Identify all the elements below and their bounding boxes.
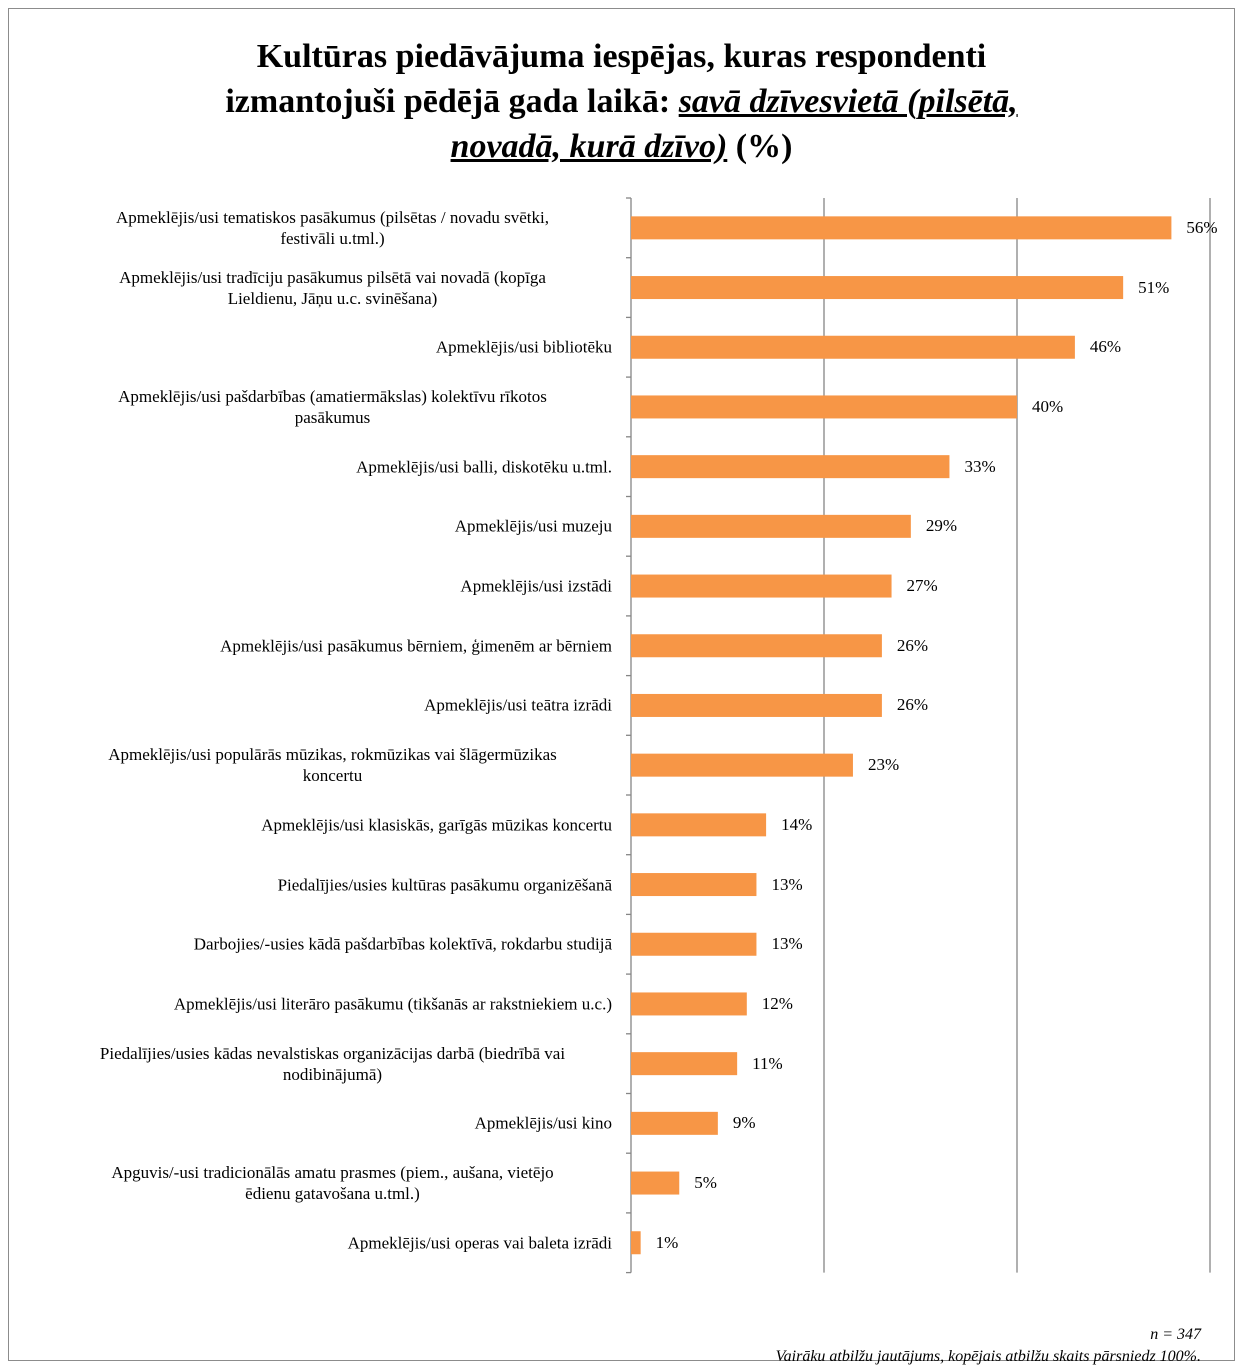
bar-value-label: 13% [771,874,803,894]
category-label: Apmeklējis/usi kino [30,1113,612,1134]
bar [631,276,1124,300]
title-line-3-plain: (%) [727,128,793,165]
bar [631,335,1075,359]
category-label-line: Apmeklējis/usi bibliotēku [435,337,612,357]
category-label-line: Apmeklējis/usi izstādi [460,576,612,596]
category-label: Apmeklējis/usi bibliotēku [30,337,612,358]
category-label: Darbojies/-usies kādā pašdarbības kolekt… [30,934,612,955]
title-line-3-emphasis: novadā, kurā dzīvo) [450,128,728,165]
category-label: Apmeklējis/usi teātra izrādi [30,695,612,716]
bar [631,1052,738,1076]
bar-value-label: 23% [867,755,900,775]
category-label: Apmeklējis/usi muzeju [30,516,612,537]
bar-value-label: 9% [732,1113,756,1133]
category-label: Piedalījies/usies kādas nevalstiskas org… [30,1043,635,1085]
category-label: Apmeklējis/usi klasiskās, garīgās mūzika… [30,814,612,835]
sample-size-note: n = 347 [1150,1326,1201,1343]
bar [631,813,767,837]
bar-value-label: 12% [761,993,793,1013]
bar [631,1111,718,1135]
bar-value-label: 51% [1138,277,1170,297]
bar [631,514,911,538]
category-label: Apmeklējis/usi balli, diskotēku u.tml. [30,456,612,477]
bar [631,932,757,956]
bar-value-label: 46% [1089,337,1122,357]
category-label-line: ēdienu gatavošana u.tml.) [245,1184,420,1204]
category-label-line: Apmeklējis/usi tematiskos pasākumus (pil… [116,207,549,227]
bar [631,1171,680,1195]
bar-value-label: 13% [771,934,803,954]
title-line-2-plain: izmantojuši pēdējā gada laikā: [225,83,679,120]
category-label: Apguvis/-usi tradicionālās amatu prasmes… [30,1162,635,1204]
category-label: Apmeklējis/usi pašdarbības (amatiermāksl… [30,386,635,428]
title-line-3: novadā, kurā dzīvo) (%) [0,124,1243,169]
category-label-line: Apmeklējis/usi pašdarbības (amatiermāksl… [118,386,547,406]
category-label-line: Apmeklējis/usi teātra izrādi [424,695,612,715]
bar [631,753,853,777]
bar [631,574,892,598]
title-line-1: Kultūras piedāvājuma iespējas, kuras res… [256,38,987,75]
category-label-line: Darbojies/-usies kādā pašdarbības kolekt… [193,934,612,954]
category-label-line: Apmeklējis/usi klasiskās, garīgās mūzika… [261,815,612,835]
bar [631,992,747,1016]
bar [631,693,882,717]
chart-title: Kultūras piedāvājuma iespējas, kuras res… [0,34,1243,169]
bar [631,1231,641,1255]
category-label-line: Apguvis/-usi tradicionālās amatu prasmes… [111,1163,554,1183]
category-label: Apmeklējis/usi operas vai baleta izrādi [30,1232,612,1253]
category-label-line: Apmeklējis/usi kino [474,1113,612,1133]
category-label-line: Piedalījies/usies kultūras pasākumu orga… [277,875,612,895]
category-label-line: koncertu [302,766,363,786]
category-label-line: Lieldienu, Jāņu u.c. svinēšana) [227,288,438,308]
category-label: Apmeklējis/usi tematiskos pasākumus (pil… [30,207,635,249]
bar-value-label: 11% [752,1053,783,1073]
title-line-2-emphasis: savā dzīvesvietā (pilsētā, [678,83,1018,120]
bar [631,455,950,479]
category-label-line: Apmeklējis/usi tradīciju pasākumus pilsē… [119,267,546,287]
bar-value-label: 1% [655,1232,679,1252]
multiple-answers-note: Vairāku atbilžu jautājums, kopējais atbi… [775,1348,1201,1365]
category-label-line: Piedalījies/usies kādas nevalstiskas org… [99,1043,566,1063]
category-label-line: nodibinājumā) [282,1064,383,1084]
bar [631,216,1172,240]
category-label-line: festivāli u.tml.) [280,228,385,248]
bar-value-label: 26% [896,635,929,655]
category-label: Apmeklējis/usi tradīciju pasākumus pilsē… [30,267,635,309]
bar-value-label: 56% [1186,217,1218,237]
category-label: Apmeklējis/usi pasākumus bērniem, ģimenē… [30,635,612,656]
category-label-line: Apmeklējis/usi literāro pasākumu (tikšan… [173,994,612,1014]
bar [631,873,757,897]
category-label: Piedalījies/usies kultūras pasākumu orga… [30,874,612,895]
category-label-line: pasākumus [294,407,371,427]
bar-value-label: 33% [964,456,996,476]
category-label-line: Apmeklējis/usi balli, diskotēku u.tml. [356,457,612,477]
bar-value-label: 14% [781,814,813,834]
category-label: Apmeklējis/usi populārās mūzikas, rokmūz… [30,744,635,786]
category-label: Apmeklējis/usi literāro pasākumu (tikšan… [30,993,612,1014]
bar-value-label: 27% [906,576,938,596]
category-label: Apmeklējis/usi izstādi [30,576,612,597]
category-label-line: Apmeklējis/usi pasākumus bērniem, ģimenē… [220,636,612,656]
bar-value-label: 5% [694,1173,717,1193]
bar-value-label: 26% [896,695,929,715]
category-label-line: Apmeklējis/usi populārās mūzikas, rokmūz… [108,745,557,765]
bar [631,395,1017,419]
bar-value-label: 29% [925,516,958,536]
title-line-2: izmantojuši pēdējā gada laikā: savā dzīv… [0,79,1243,124]
bar-value-label: 40% [1032,396,1064,416]
bar [631,634,882,658]
category-label-line: Apmeklējis/usi operas vai baleta izrādi [347,1233,612,1253]
category-label-line: Apmeklējis/usi muzeju [454,516,612,536]
